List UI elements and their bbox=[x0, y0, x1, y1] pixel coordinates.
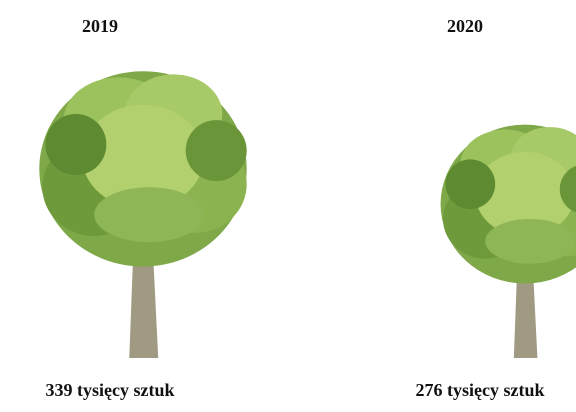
crown bbox=[485, 219, 574, 264]
chart: 2019 339 tysięcy sztuk 2020 276 tysięcy szt… bbox=[0, 0, 576, 412]
crown bbox=[446, 159, 496, 209]
category-label: 2020 bbox=[447, 16, 483, 36]
crown bbox=[94, 187, 204, 242]
crown bbox=[186, 120, 247, 181]
category-label: 2019 bbox=[82, 16, 118, 36]
tree bbox=[39, 71, 246, 358]
tree bbox=[441, 125, 576, 358]
value-label: 339 tysięcy sztuk bbox=[46, 380, 175, 400]
crown bbox=[45, 114, 106, 175]
value-label: 276 tysięcy sztuk bbox=[416, 380, 545, 400]
